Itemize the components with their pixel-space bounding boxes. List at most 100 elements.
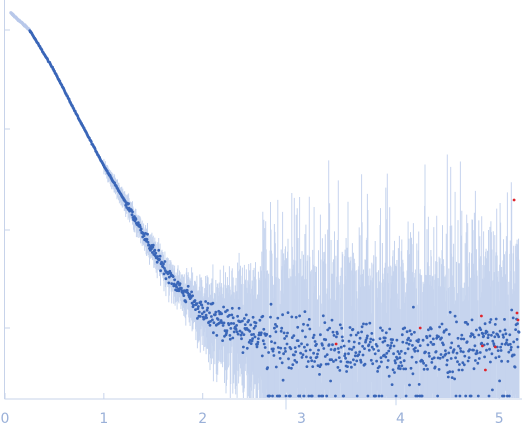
data-point: [321, 394, 325, 398]
data-point: [488, 347, 491, 351]
data-point: [259, 331, 263, 335]
data-point: [204, 313, 208, 317]
data-point: [266, 366, 269, 369]
data-point: [432, 342, 436, 346]
data-point: [428, 354, 431, 358]
data-point: [366, 334, 369, 338]
data-point: [448, 370, 452, 374]
data-point: [360, 330, 363, 334]
data-point: [292, 353, 296, 357]
data-point: [242, 345, 245, 349]
data-point: [446, 375, 450, 379]
data-point: [497, 335, 501, 339]
data-point: [359, 360, 363, 364]
data-point: [222, 321, 226, 325]
data-point: [254, 324, 257, 328]
data-point: [470, 318, 474, 322]
data-point: [475, 349, 479, 353]
data-point: [192, 303, 195, 307]
outlier-point: [334, 342, 338, 346]
data-point: [269, 302, 273, 306]
data-point: [490, 333, 493, 337]
data-point: [449, 357, 453, 360]
data-point: [477, 333, 481, 337]
data-point: [321, 343, 324, 347]
data-point: [371, 362, 375, 366]
data-point: [411, 344, 414, 347]
data-point: [492, 342, 496, 346]
data-point: [190, 301, 194, 305]
data-point: [167, 281, 171, 285]
data-point: [361, 353, 365, 357]
data-point: [456, 360, 459, 364]
data-point: [220, 312, 224, 316]
data-point: [273, 326, 276, 330]
data-point: [306, 360, 310, 363]
data-point: [387, 349, 391, 353]
data-point: [455, 320, 458, 324]
data-point: [420, 394, 424, 398]
data-point: [374, 394, 377, 398]
data-point: [371, 338, 375, 342]
data-point: [407, 342, 411, 346]
data-point: [313, 360, 316, 363]
data-point: [399, 361, 403, 364]
data-point: [199, 300, 203, 304]
data-point: [454, 394, 458, 398]
data-point: [447, 351, 451, 355]
data-point: [240, 331, 244, 334]
data-point: [316, 352, 319, 356]
data-point: [305, 365, 309, 368]
data-point: [276, 316, 280, 320]
data-point: [352, 345, 356, 349]
data-point: [294, 315, 298, 319]
data-point: [414, 360, 418, 364]
data-point: [311, 336, 315, 339]
data-point: [285, 334, 288, 338]
data-point: [235, 330, 239, 334]
data-point: [134, 217, 138, 221]
data-point: [491, 339, 495, 343]
data-point: [425, 336, 429, 340]
x-tick-label: 0: [1, 411, 10, 427]
data-point: [315, 342, 318, 346]
data-point: [142, 234, 146, 238]
data-point: [323, 321, 327, 324]
data-point: [293, 359, 297, 362]
data-point: [467, 356, 471, 359]
data-point: [153, 248, 157, 252]
data-point: [301, 329, 304, 333]
data-point: [186, 291, 190, 295]
data-point: [486, 342, 489, 346]
data-point: [352, 340, 356, 344]
data-point: [436, 394, 439, 398]
data-point: [401, 340, 405, 344]
data-point: [178, 282, 182, 286]
data-point: [413, 349, 417, 353]
data-point: [342, 344, 346, 348]
data-point: [202, 310, 206, 314]
data-point: [163, 267, 166, 270]
data-point: [503, 328, 507, 332]
data-point: [139, 227, 143, 231]
data-point: [499, 345, 502, 349]
data-point: [408, 383, 411, 387]
data-point: [475, 328, 478, 332]
data-point: [369, 337, 373, 341]
data-point: [283, 337, 286, 340]
data-point: [447, 332, 451, 336]
data-point: [364, 338, 368, 342]
data-point: [205, 308, 209, 312]
outlier-point: [515, 311, 519, 315]
data-point: [225, 331, 228, 335]
data-point: [498, 329, 502, 333]
data-point: [232, 330, 236, 334]
data-point: [350, 348, 354, 351]
data-point: [459, 349, 463, 353]
data-point: [427, 328, 430, 332]
data-point: [432, 356, 436, 360]
data-point: [268, 394, 271, 398]
data-point: [241, 351, 245, 354]
data-point: [268, 334, 272, 338]
data-point: [473, 335, 476, 339]
